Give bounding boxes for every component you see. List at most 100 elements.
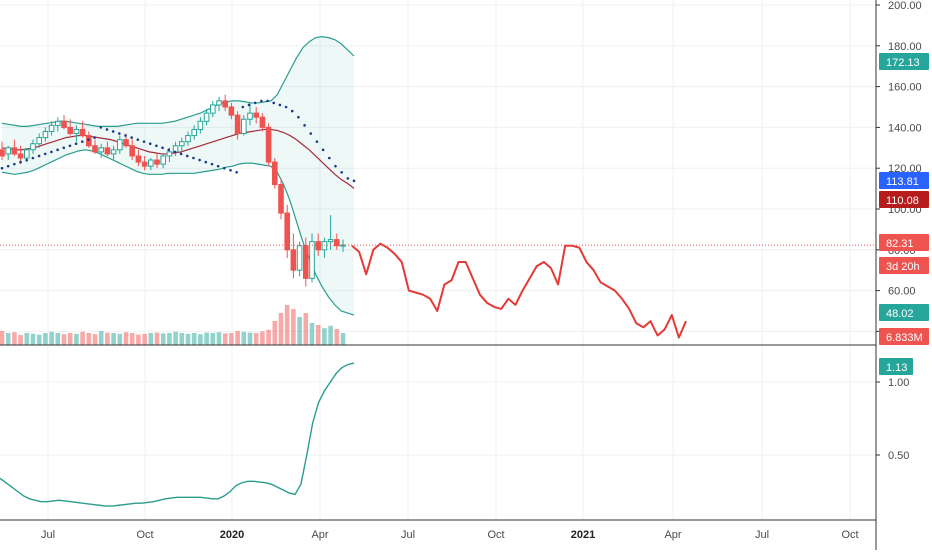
indicator-path (0, 362, 355, 507)
psar-dot (148, 142, 152, 146)
volume-bar (154, 332, 160, 345)
volume-bar (235, 331, 240, 345)
indicator-tick-label: 1.00 (888, 377, 909, 389)
candle-body (73, 128, 80, 135)
psar-dot (309, 132, 313, 135)
psar-dot (43, 152, 47, 156)
volume-bar (55, 333, 61, 345)
psar-dot (124, 134, 127, 137)
indicator-badge (879, 358, 913, 375)
candle-body (234, 114, 241, 135)
psar-dot (87, 138, 90, 141)
candle-body (191, 128, 197, 137)
candle-body (210, 104, 216, 114)
psar-dot (210, 162, 214, 166)
time-tick-label: Apr (664, 529, 681, 541)
volume-bar (284, 305, 290, 345)
psar-dot (111, 130, 115, 133)
psar-dot (315, 140, 319, 143)
volume-bar (61, 334, 67, 345)
price-labels: 172.13 113.81 110.08 82.31 3d 20h 48.02 6.833M… (879, 53, 929, 375)
price-tick-label: 60.00 (888, 286, 916, 298)
psar-dot (290, 109, 294, 113)
volume-bar (322, 328, 327, 345)
time-tick-label: Oct (136, 529, 153, 541)
price-badge (879, 328, 929, 345)
price-badge-label: 110.08 (886, 195, 919, 207)
time-tick-label: 2021 (571, 529, 595, 541)
psar-dot (179, 152, 183, 156)
volume-bar (49, 331, 54, 345)
candle-body (284, 212, 290, 251)
candle-body (123, 139, 129, 147)
psar-dot (321, 148, 325, 152)
indicator-badge-label: 1.13 (886, 362, 907, 374)
psar-dot (161, 146, 164, 150)
volume-bar (198, 334, 203, 345)
candle-body (241, 118, 247, 135)
psar-dot (185, 154, 189, 158)
psar-dot (99, 126, 103, 129)
psar-dot (31, 156, 35, 160)
price-badge (879, 257, 929, 274)
volume-bar (111, 333, 116, 345)
volume-bar (260, 331, 265, 345)
price-tick-label: 200.00 (888, 0, 922, 12)
psar-dot (173, 150, 177, 154)
psar-dot (13, 162, 16, 166)
psar-dot (260, 99, 263, 103)
volume-bar (12, 332, 17, 345)
price-badge (879, 234, 929, 251)
candle-body (98, 147, 105, 153)
volume-bar (291, 309, 296, 345)
volume-bar (5, 333, 11, 345)
psar-dot (327, 156, 331, 160)
bollinger-bands (1, 36, 355, 316)
candle-body (327, 239, 334, 243)
candle-body (30, 143, 36, 151)
volume-bar (328, 325, 333, 345)
candle-body (197, 120, 204, 130)
psar-dot (266, 99, 269, 103)
time-tick-label: Apr (311, 529, 328, 541)
volume-bar (185, 333, 191, 345)
volume-bar (340, 333, 346, 345)
psar-dot (303, 124, 306, 127)
candlesticks[interactable] (0, 94, 346, 287)
candle-body (216, 100, 222, 106)
volume-bar (80, 331, 85, 345)
volume-bar (315, 325, 321, 345)
candle-body (179, 141, 185, 147)
volume-bar (123, 332, 129, 345)
price-badge (879, 191, 929, 208)
volume-bar (191, 333, 197, 345)
projection-path (351, 242, 687, 339)
volume-bar (43, 333, 48, 345)
price-badge-label: 172.13 (886, 57, 920, 69)
psar-dot (25, 158, 29, 162)
psar-dot (19, 160, 22, 164)
price-tick-label: 180.00 (888, 41, 922, 53)
candle-body (253, 112, 259, 118)
indicator-tick-label: 0.50 (888, 450, 909, 462)
time-tick-label: Jul (41, 529, 55, 541)
psar-dot (155, 144, 158, 148)
axes (0, 0, 877, 550)
candle-body (334, 239, 340, 247)
psar-dot (62, 146, 66, 150)
volume-bar (36, 334, 42, 345)
psar-dot (229, 168, 232, 172)
volume-bar (179, 333, 185, 345)
psar-dot (284, 105, 288, 109)
volume-bar (334, 329, 340, 345)
candle-body (154, 159, 160, 165)
volume-bar (18, 335, 23, 345)
candle-body (278, 184, 284, 214)
volume-bar (74, 333, 79, 345)
candle-body (55, 120, 61, 126)
volume-bar (247, 332, 253, 345)
psar-dot (272, 101, 276, 105)
candle-body (67, 126, 74, 135)
bollinger-fill (2, 36, 354, 316)
